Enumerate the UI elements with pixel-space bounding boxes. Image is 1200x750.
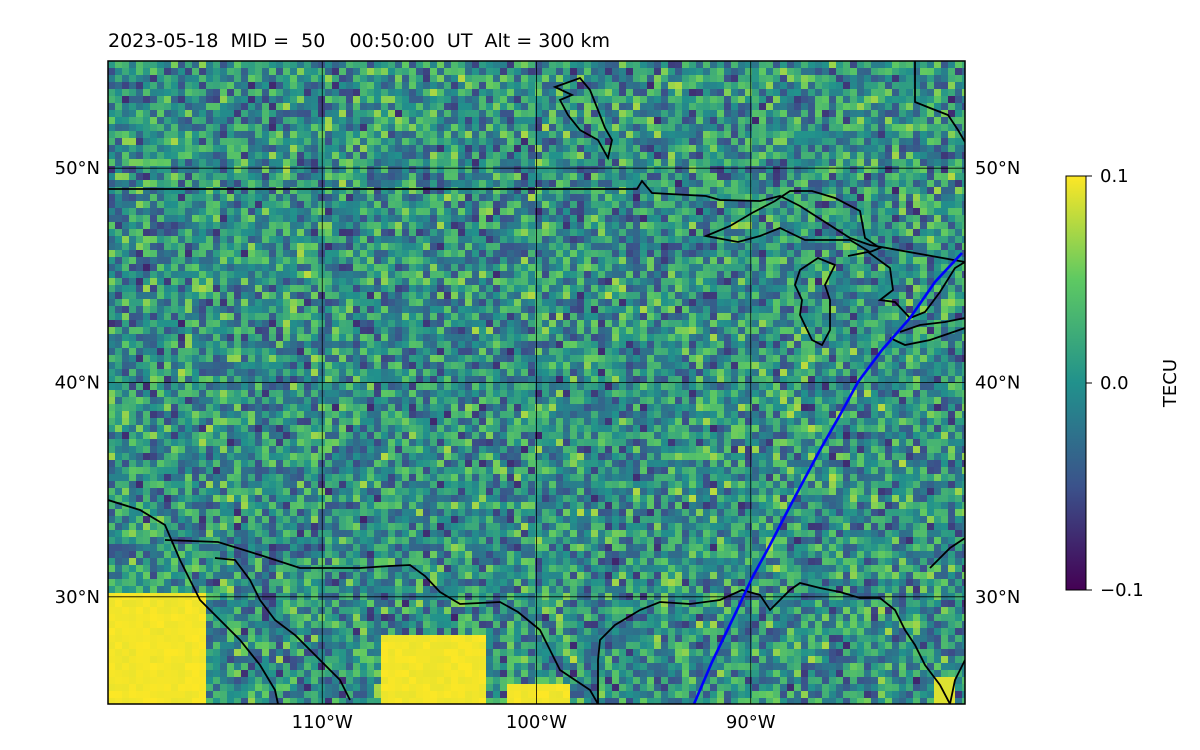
longitude-labels: 110°W 100°W 90°W <box>292 712 776 733</box>
lake-erie-shore <box>889 317 965 346</box>
lat-label-left-30: 30°N <box>55 587 100 608</box>
lat-label-left-40: 40°N <box>55 373 100 394</box>
latitude-labels-left: 30°N 40°N 50°N <box>55 158 100 608</box>
northeast-coast <box>914 61 965 143</box>
latitude-labels-right: 30°N 40°N 50°N <box>975 158 1020 608</box>
pacific-coast <box>108 499 279 704</box>
terminator-line <box>692 252 963 704</box>
map-gridlines <box>108 61 965 704</box>
gulf-of-california-shore <box>214 557 351 701</box>
colorbar-tick-label: 0.0 <box>1100 373 1129 394</box>
coastlines-borders <box>108 61 965 704</box>
lake-michigan-shore <box>794 256 837 347</box>
gulf-coast <box>597 582 951 704</box>
florida-coast <box>929 537 965 704</box>
map-frame <box>107 60 966 705</box>
colorbar-label: TECU <box>1160 359 1181 408</box>
us-mexico-border <box>164 539 599 704</box>
us-canada-border <box>108 179 965 263</box>
colorbar-ticks: 0.1 0.0 −0.1 <box>1086 166 1144 601</box>
lat-label-right-40: 40°N <box>975 373 1020 394</box>
colorbar-tick-label: −0.1 <box>1100 580 1144 601</box>
lat-label-left-50: 50°N <box>55 158 100 179</box>
map-title: 2023-05-18 MID = 50 00:50:00 UT Alt = 30… <box>108 30 611 52</box>
lake-huron-shore <box>847 251 965 320</box>
lat-label-right-50: 50°N <box>975 158 1020 179</box>
hudson-bay-shore <box>552 76 613 161</box>
lat-label-right-30: 30°N <box>975 587 1020 608</box>
tec-heatmap <box>108 61 965 704</box>
colorbar-tick-label: 0.1 <box>1100 166 1129 187</box>
lake-superior-shore <box>702 190 882 254</box>
lon-label-90: 90°W <box>726 712 776 733</box>
lon-label-100: 100°W <box>506 712 567 733</box>
colorbar <box>1065 175 1087 591</box>
lon-label-110: 110°W <box>292 712 353 733</box>
